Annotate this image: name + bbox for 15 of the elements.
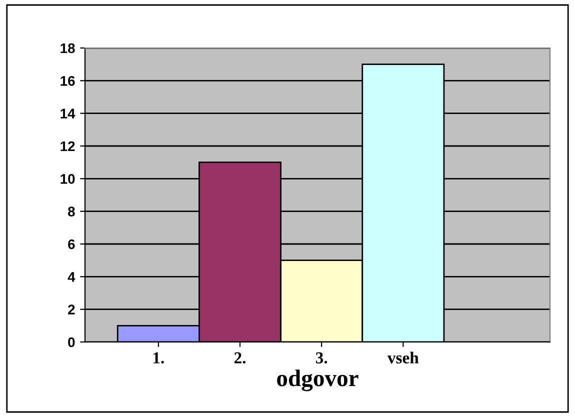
x-tick-label: vseh [387,352,419,364]
y-tick-label: 10 [60,174,75,184]
x-tick-label: 1. [154,352,164,364]
x-tick-label: 3. [316,352,328,364]
y-tick-label: 12 [60,141,75,152]
x-axis-title: odgovor [277,370,358,392]
x-tick-label: 2. [234,352,246,364]
y-tick-label: 4 [68,272,76,282]
y-tick-label: 16 [60,76,75,86]
y-tick-label: 14 [60,108,76,118]
y-tick-label: 2 [68,304,75,314]
y-tick-label: 18 [60,43,75,54]
y-tick-label: 6 [68,239,75,250]
y-tick-label: 8 [68,206,75,217]
y-tick-label: 0 [68,337,75,348]
